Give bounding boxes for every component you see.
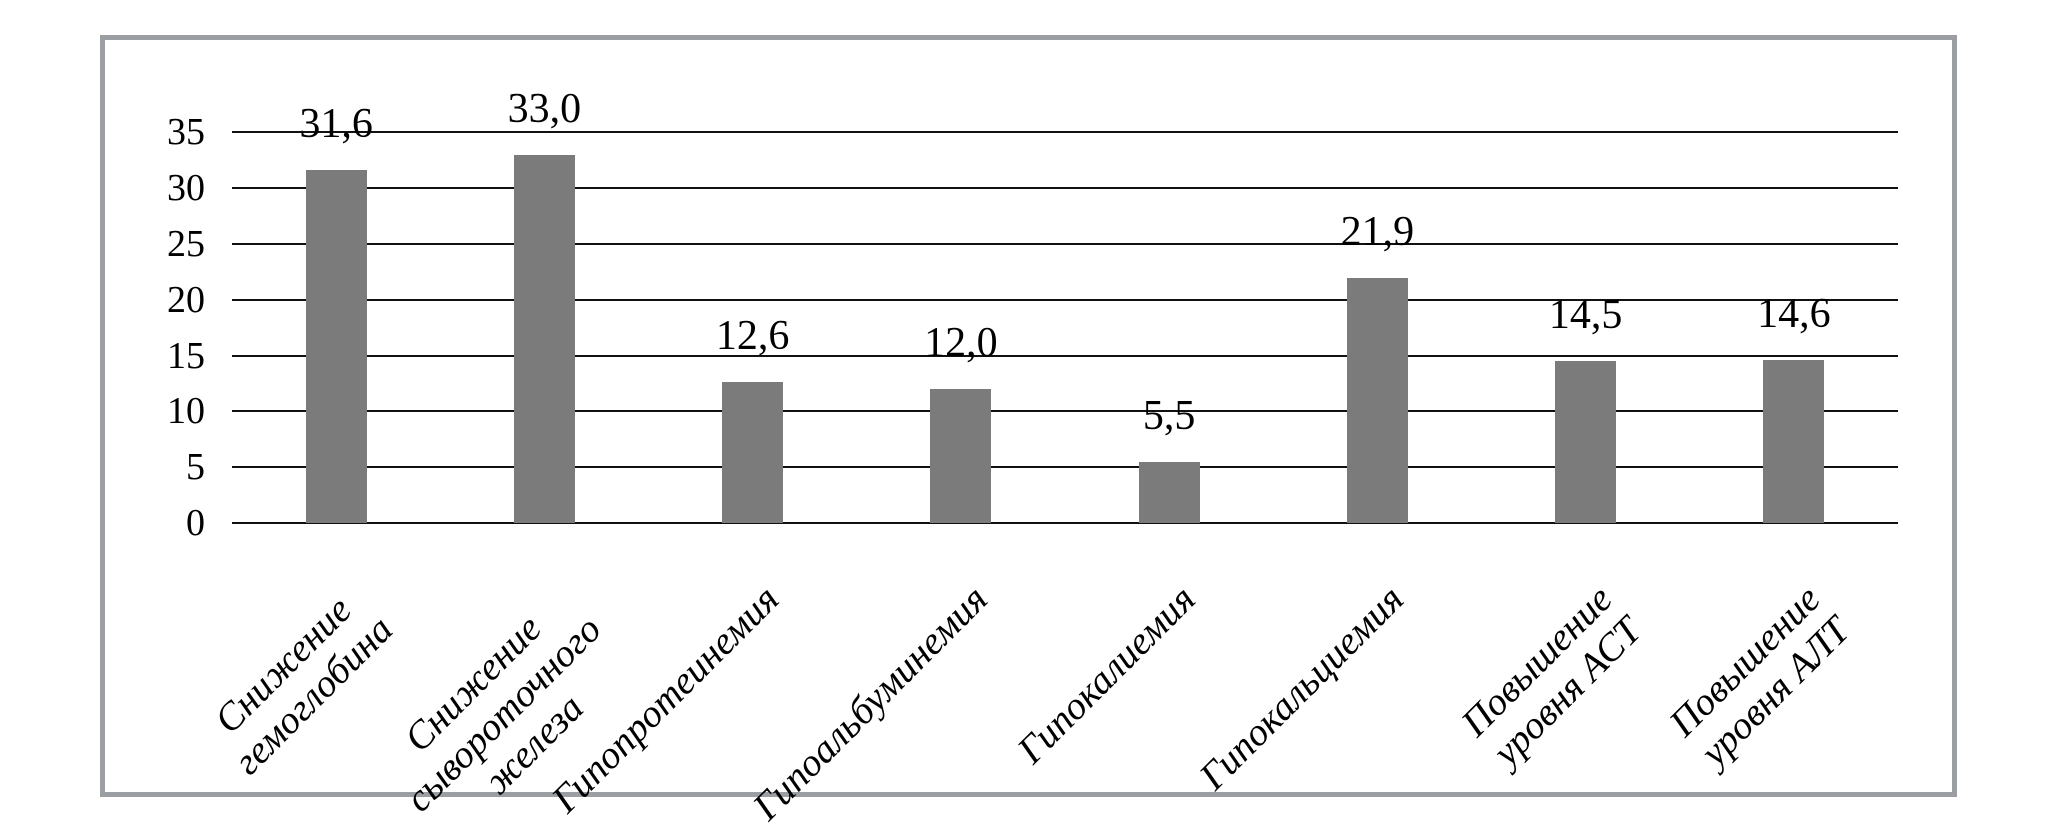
gridline bbox=[232, 354, 1898, 357]
bar bbox=[305, 170, 367, 523]
bar bbox=[1763, 359, 1825, 523]
gridline bbox=[232, 187, 1898, 190]
x-axis-category-label: Снижение гемоглобина bbox=[206, 588, 402, 784]
y-axis-tick-label: 20 bbox=[167, 278, 205, 321]
bar bbox=[1346, 278, 1408, 523]
gridline bbox=[232, 466, 1898, 469]
x-axis-category-label: Гипоальбуминемия bbox=[744, 577, 996, 829]
bar bbox=[513, 154, 575, 523]
bar bbox=[1138, 461, 1200, 523]
bar bbox=[930, 389, 992, 523]
x-axis-category-label: Повышение уровня АЛТ bbox=[1661, 577, 1858, 775]
x-axis-category-label: Гипокалиемия bbox=[1009, 577, 1204, 772]
bar-value-label: 33,0 bbox=[507, 85, 582, 132]
bar-value-label: 12,6 bbox=[715, 313, 790, 360]
bar-value-label: 21,9 bbox=[1340, 209, 1415, 256]
bar-value-label: 14,6 bbox=[1757, 290, 1831, 337]
y-axis-tick-label: 15 bbox=[167, 334, 205, 377]
y-axis-tick-label: 10 bbox=[167, 390, 205, 433]
gridline bbox=[232, 131, 1898, 134]
y-axis-tick-label: 30 bbox=[167, 167, 205, 210]
bar-value-label: 12,0 bbox=[924, 320, 998, 366]
x-axis-category-label: Гипокальциемия bbox=[1191, 577, 1413, 799]
y-axis-tick-label: 25 bbox=[167, 222, 205, 265]
gridline bbox=[232, 242, 1898, 245]
y-axis-tick-label: 35 bbox=[167, 111, 205, 154]
bar-value-label: 5,5 bbox=[1142, 392, 1196, 439]
bar bbox=[1555, 361, 1617, 523]
y-axis-tick-label: 0 bbox=[186, 502, 205, 544]
chart-frame bbox=[100, 35, 1957, 797]
x-axis-line bbox=[232, 522, 1898, 524]
bar-value-label: 14,5 bbox=[1548, 292, 1623, 339]
y-axis-tick-label: 5 bbox=[186, 446, 205, 489]
gridline bbox=[232, 298, 1898, 301]
gridline bbox=[232, 410, 1898, 413]
x-axis-category-label: Повышение уровня АСТ bbox=[1452, 577, 1650, 774]
bar-value-label: 31,6 bbox=[299, 101, 373, 148]
bar bbox=[722, 382, 784, 523]
